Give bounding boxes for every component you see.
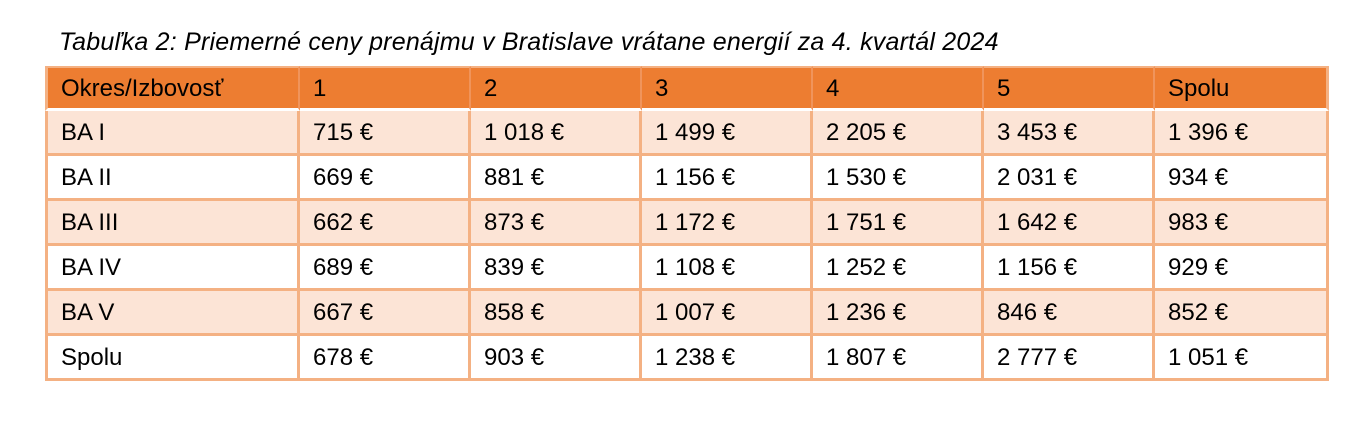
table-cell: 1 751 €: [813, 201, 984, 246]
column-header-3: 3: [642, 66, 813, 111]
table-cell: 858 €: [471, 291, 642, 336]
table-cell: 903 €: [471, 336, 642, 381]
table-cell: 1 236 €: [813, 291, 984, 336]
row-label: BA I: [45, 111, 300, 156]
table-cell: 1 396 €: [1155, 111, 1329, 156]
table-cell: 662 €: [300, 201, 471, 246]
table-cell: 667 €: [300, 291, 471, 336]
column-header-5: 5: [984, 66, 1155, 111]
table-cell: 873 €: [471, 201, 642, 246]
row-label: BA III: [45, 201, 300, 246]
table-cell: 1 499 €: [642, 111, 813, 156]
table-cell: 839 €: [471, 246, 642, 291]
table-cell: 1 007 €: [642, 291, 813, 336]
column-header-2: 2: [471, 66, 642, 111]
table-cell: 1 530 €: [813, 156, 984, 201]
table-cell: 1 051 €: [1155, 336, 1329, 381]
header-row: Okres/Izbovosť 1 2 3 4 5 Spolu: [45, 66, 1329, 111]
column-header-okres-izbovost: Okres/Izbovosť: [45, 66, 300, 111]
table-cell: 1 172 €: [642, 201, 813, 246]
table-body: BA I 715 € 1 018 € 1 499 € 2 205 € 3 453…: [45, 111, 1329, 381]
table-row-ba-iv: BA IV 689 € 839 € 1 108 € 1 252 € 1 156 …: [45, 246, 1329, 291]
table-cell: 881 €: [471, 156, 642, 201]
table-cell: 1 252 €: [813, 246, 984, 291]
table-cell: 3 453 €: [984, 111, 1155, 156]
table-caption: Tabuľka 2: Priemerné ceny prenájmu v Bra…: [59, 28, 999, 56]
table-row-ba-iii: BA III 662 € 873 € 1 172 € 1 751 € 1 642…: [45, 201, 1329, 246]
table-cell: 1 807 €: [813, 336, 984, 381]
table-cell: 1 156 €: [984, 246, 1155, 291]
row-label: BA IV: [45, 246, 300, 291]
rental-prices-table: Okres/Izbovosť 1 2 3 4 5 Spolu BA I 715 …: [45, 66, 1329, 381]
table-cell: 1 238 €: [642, 336, 813, 381]
table-cell: 2 777 €: [984, 336, 1155, 381]
table-row-spolu: Spolu 678 € 903 € 1 238 € 1 807 € 2 777 …: [45, 336, 1329, 381]
table-cell: 1 018 €: [471, 111, 642, 156]
table-cell: 934 €: [1155, 156, 1329, 201]
table-cell: 689 €: [300, 246, 471, 291]
table-row-ba-v: BA V 667 € 858 € 1 007 € 1 236 € 846 € 8…: [45, 291, 1329, 336]
table-cell: 715 €: [300, 111, 471, 156]
table-cell: 983 €: [1155, 201, 1329, 246]
table-cell: 846 €: [984, 291, 1155, 336]
table-header: Okres/Izbovosť 1 2 3 4 5 Spolu: [45, 66, 1329, 111]
table-cell: 669 €: [300, 156, 471, 201]
page: Tabuľka 2: Priemerné ceny prenájmu v Bra…: [45, 28, 1329, 381]
row-label: Spolu: [45, 336, 300, 381]
column-header-1: 1: [300, 66, 471, 111]
table-row-ba-ii: BA II 669 € 881 € 1 156 € 1 530 € 2 031 …: [45, 156, 1329, 201]
row-label: BA II: [45, 156, 300, 201]
column-header-spolu: Spolu: [1155, 66, 1329, 111]
table-cell: 929 €: [1155, 246, 1329, 291]
row-label: BA V: [45, 291, 300, 336]
table-cell: 2 031 €: [984, 156, 1155, 201]
table-cell: 678 €: [300, 336, 471, 381]
table-cell: 852 €: [1155, 291, 1329, 336]
table-row-ba-i: BA I 715 € 1 018 € 1 499 € 2 205 € 3 453…: [45, 111, 1329, 156]
column-header-4: 4: [813, 66, 984, 111]
table-cell: 1 156 €: [642, 156, 813, 201]
table-cell: 1 642 €: [984, 201, 1155, 246]
table-cell: 2 205 €: [813, 111, 984, 156]
table-cell: 1 108 €: [642, 246, 813, 291]
